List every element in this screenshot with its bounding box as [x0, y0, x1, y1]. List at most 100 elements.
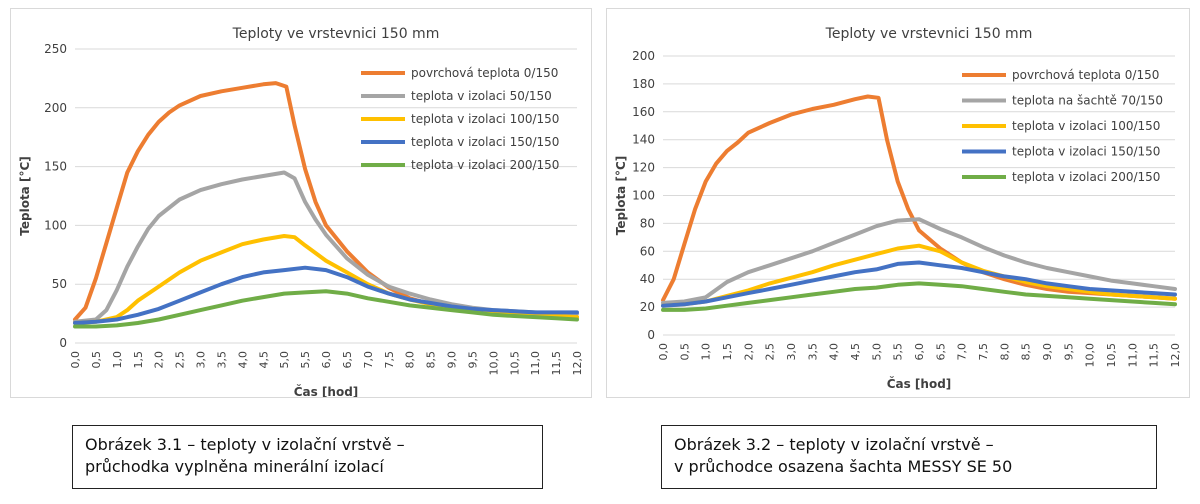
chart1-series-line-2 — [73, 170, 579, 324]
chart1-series-line-5 — [73, 289, 579, 329]
caption-1-line-2: průchodka vyplněna minerální izolací — [85, 457, 384, 476]
chart1-x-tick-label: 0,5 — [90, 351, 103, 369]
chart1-title: Teploty ve vrstevnici 150 mm — [232, 26, 440, 42]
chart2-y-tick-label: 120 — [632, 161, 655, 175]
chart1-y-tick-label: 100 — [44, 218, 67, 232]
chart1-x-tick-label: 6,5 — [341, 351, 354, 369]
chart1-x-tick-label: 3,5 — [215, 351, 228, 369]
chart1-x-tick-label: 4,0 — [236, 351, 249, 369]
chart2-x-tick-label: 1,0 — [700, 343, 713, 361]
chart1-x-tick-label: 2,5 — [174, 351, 187, 369]
chart2-x-tick-label: 0,0 — [657, 343, 670, 361]
chart-2-svg: Teploty ve vrstevnici 150 mm 0 20 40 60 80 100… — [614, 26, 1182, 391]
chart1-x-tick-label: 6,0 — [320, 351, 333, 369]
chart1-x-tick-label: 8,5 — [425, 351, 438, 369]
chart2-y-tick-label: 160 — [632, 105, 655, 119]
chart1-x-tick-label: 11,5 — [550, 351, 563, 376]
chart-panel-1: Teploty ve vrstevnici 150 mm 0 50 100 150 200… — [10, 8, 592, 398]
chart2-x-tick-label: 6,0 — [913, 343, 926, 361]
chart2-series-line-3 — [661, 243, 1177, 308]
chart2-x-tick-label: 4,0 — [828, 343, 841, 361]
chart2-x-tick-label: 1,5 — [721, 343, 734, 361]
chart1-x-tick-label: 7,5 — [383, 351, 396, 369]
chart1-x-tick-label: 9,0 — [446, 351, 459, 369]
chart2-y-tick-label: 140 — [632, 133, 655, 147]
chart1-x-tick-label: 1,0 — [111, 351, 124, 369]
chart2-legend-label-3: teplota v izolaci 100/150 — [1012, 119, 1160, 133]
chart2-series-line-5 — [661, 281, 1177, 312]
chart2-x-tick-label: 7,0 — [956, 343, 969, 361]
chart1-x-tick-label: 5,0 — [278, 351, 291, 369]
chart2-x-tick-label: 8,5 — [1020, 343, 1033, 361]
chart1-x-tick-label: 10,5 — [508, 351, 521, 376]
caption-2-line-2: v průchodce osazena šachta MESSY SE 50 — [674, 457, 1013, 476]
chart2-x-tick-label: 3,0 — [785, 343, 798, 361]
chart1-y-tick-label: 150 — [44, 160, 67, 174]
chart2-title: Teploty ve vrstevnici 150 mm — [825, 26, 1033, 42]
chart2-x-tick-label: 10,0 — [1084, 343, 1097, 368]
chart2-legend-label-2: teplota na šachtě 70/150 — [1012, 94, 1163, 108]
figure-caption-2: Obrázek 3.2 – teploty v izolační vrstvě … — [661, 425, 1157, 489]
chart2-x-axis-label: Čas [hod] — [887, 376, 952, 391]
chart1-x-tick-label: 7,0 — [362, 351, 375, 369]
chart2-series-line-2 — [661, 217, 1177, 305]
chart1-x-tick-label: 1,5 — [132, 351, 145, 369]
chart1-x-tick-label: 9,5 — [466, 351, 479, 369]
chart2-legend-label-5: teplota v izolaci 200/150 — [1012, 170, 1160, 184]
chart-panel-2: Teploty ve vrstevnici 150 mm 0 20 40 60 80 100… — [606, 8, 1190, 398]
chart2-y-axis-label: Teplota [°C] — [614, 156, 628, 235]
chart1-x-tick-label: 0,0 — [69, 351, 82, 369]
caption-1-line-1: Obrázek 3.1 – teploty v izolační vrstvě … — [85, 435, 405, 454]
chart1-legend-label-3: teplota v izolaci 100/150 — [411, 112, 559, 126]
chart2-x-tick-label: 2,0 — [742, 343, 755, 361]
chart2-x-tick-label: 6,5 — [934, 343, 947, 361]
chart-1-svg: Teploty ve vrstevnici 150 mm 0 50 100 150 200… — [18, 26, 584, 397]
chart2-x-tick-label: 11,5 — [1148, 343, 1161, 368]
chart1-x-tick-label: 2,0 — [153, 351, 166, 369]
chart2-x-tick-label: 5,0 — [870, 343, 883, 361]
chart2-y-tick-label: 20 — [640, 300, 655, 314]
chart1-legend-label-2: teplota v izolaci 50/150 — [411, 89, 552, 103]
chart2-y-tick-label: 40 — [640, 272, 655, 286]
chart2-x-tick-label: 2,5 — [764, 343, 777, 361]
chart2-y-tick-label: 80 — [640, 216, 655, 230]
chart1-legend-label-4: teplota v izolaci 150/150 — [411, 135, 559, 149]
chart2-series-line-4 — [661, 260, 1177, 308]
chart2-y-tick-label: 180 — [632, 77, 655, 91]
figure-caption-1: Obrázek 3.1 – teploty v izolační vrstvě … — [72, 425, 543, 489]
chart2-x-tick-label: 4,5 — [849, 343, 862, 361]
chart2-x-tick-label: 9,0 — [1041, 343, 1054, 361]
chart1-x-tick-label: 8,0 — [404, 351, 417, 369]
chart1-legend-label-5: teplota v izolaci 200/150 — [411, 158, 559, 172]
chart1-y-tick-label: 250 — [44, 42, 67, 56]
chart1-x-tick-label: 4,5 — [257, 351, 270, 369]
chart2-x-tick-label: 5,5 — [892, 343, 905, 361]
chart1-y-axis-label: Teplota [°C] — [18, 156, 32, 235]
chart2-legend-label-4: teplota v izolaci 150/150 — [1012, 145, 1160, 159]
caption-2-line-1: Obrázek 3.2 – teploty v izolační vrstvě … — [674, 435, 994, 454]
chart2-x-tick-label: 3,5 — [806, 343, 819, 361]
chart2-y-tick-label: 100 — [632, 189, 655, 203]
chart2-y-tick-label: 0 — [647, 328, 655, 342]
chart2-series-line-1 — [661, 94, 1177, 303]
chart1-y-tick-label: 50 — [52, 277, 67, 291]
chart2-legend-label-1: povrchová teplota 0/150 — [1012, 68, 1159, 82]
chart2-y-tick-label: 60 — [640, 244, 655, 258]
chart2-x-tick-label: 9,5 — [1062, 343, 1075, 361]
chart2-x-tick-label: 8,0 — [998, 343, 1011, 361]
chart1-y-tick-label: 200 — [44, 101, 67, 115]
chart1-x-tick-label: 11,0 — [529, 351, 542, 376]
chart1-x-tick-label: 12,0 — [571, 351, 584, 376]
chart1-x-tick-label: 3,0 — [195, 351, 208, 369]
chart1-x-axis-label: Čas [hod] — [294, 384, 359, 397]
chart2-x-tick-label: 12,0 — [1169, 343, 1182, 368]
chart1-x-tick-label: 10,0 — [487, 351, 500, 376]
chart2-x-tick-label: 11,0 — [1126, 343, 1139, 368]
chart1-series-line-4 — [73, 265, 579, 325]
chart2-x-tick-label: 10,5 — [1105, 343, 1118, 368]
chart2-y-tick-label: 200 — [632, 49, 655, 63]
chart1-x-tick-label: 5,5 — [299, 351, 312, 369]
chart1-legend-label-1: povrchová teplota 0/150 — [411, 66, 558, 80]
chart2-x-tick-label: 0,5 — [678, 343, 691, 361]
chart1-y-tick-label: 0 — [59, 336, 67, 350]
